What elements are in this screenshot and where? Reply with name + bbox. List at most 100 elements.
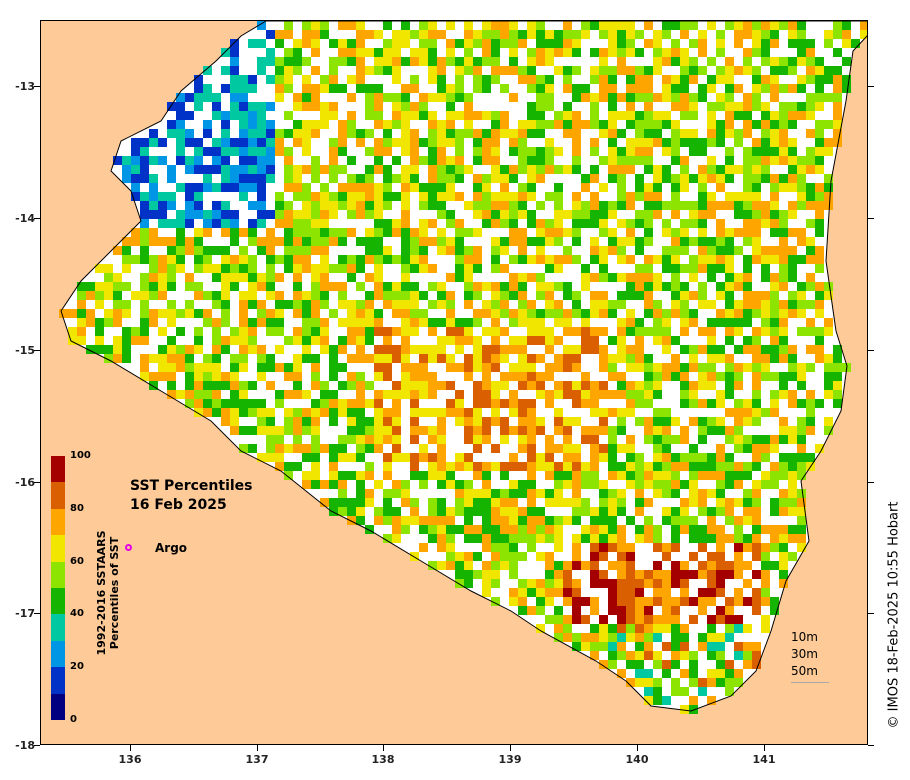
- sst-pixel: [383, 174, 392, 183]
- sst-pixel: [518, 597, 527, 606]
- sst-pixel: [356, 516, 365, 525]
- sst-pixel: [626, 201, 635, 210]
- sst-pixel: [464, 228, 473, 237]
- sst-pixel: [311, 21, 320, 30]
- sst-pixel: [698, 372, 707, 381]
- sst-pixel: [221, 264, 230, 273]
- sst-pixel: [491, 165, 500, 174]
- sst-pixel: [770, 228, 779, 237]
- sst-pixel: [644, 579, 653, 588]
- sst-pixel: [761, 174, 770, 183]
- sst-pixel: [473, 264, 482, 273]
- sst-pixel: [518, 336, 527, 345]
- sst-pixel: [446, 399, 455, 408]
- sst-pixel: [563, 309, 572, 318]
- sst-pixel: [356, 435, 365, 444]
- sst-pixel: [689, 534, 698, 543]
- sst-pixel: [779, 264, 788, 273]
- sst-pixel: [536, 597, 545, 606]
- sst-pixel: [284, 363, 293, 372]
- sst-pixel: [761, 156, 770, 165]
- sst-pixel: [230, 372, 239, 381]
- sst-pixel: [545, 597, 554, 606]
- sst-pixel: [743, 597, 752, 606]
- sst-pixel: [779, 300, 788, 309]
- axis-tick: [868, 86, 874, 87]
- sst-pixel: [698, 201, 707, 210]
- sst-pixel: [311, 66, 320, 75]
- sst-pixel: [437, 192, 446, 201]
- sst-pixel: [779, 246, 788, 255]
- sst-pixel: [788, 507, 797, 516]
- sst-pixel: [590, 543, 599, 552]
- sst-pixel: [401, 174, 410, 183]
- sst-pixel: [824, 291, 833, 300]
- sst-pixel: [464, 417, 473, 426]
- sst-pixel: [203, 264, 212, 273]
- sst-pixel: [590, 237, 599, 246]
- sst-pixel: [347, 399, 356, 408]
- sst-pixel: [752, 363, 761, 372]
- sst-pixel: [599, 183, 608, 192]
- sst-pixel: [662, 615, 671, 624]
- sst-pixel: [167, 246, 176, 255]
- sst-pixel: [824, 282, 833, 291]
- sst-pixel: [671, 201, 680, 210]
- sst-pixel: [761, 273, 770, 282]
- sst-pixel: [752, 651, 761, 660]
- sst-pixel: [563, 426, 572, 435]
- sst-pixel: [797, 399, 806, 408]
- sst-pixel: [347, 174, 356, 183]
- sst-pixel: [365, 462, 374, 471]
- sst-pixel: [662, 336, 671, 345]
- sst-pixel: [419, 246, 428, 255]
- sst-pixel: [248, 237, 257, 246]
- sst-pixel: [707, 399, 716, 408]
- sst-pixel: [203, 129, 212, 138]
- sst-pixel: [176, 264, 185, 273]
- sst-pixel: [374, 273, 383, 282]
- sst-pixel: [194, 147, 203, 156]
- sst-pixel: [257, 318, 266, 327]
- sst-pixel: [410, 291, 419, 300]
- sst-pixel: [797, 372, 806, 381]
- sst-pixel: [455, 219, 464, 228]
- sst-pixel: [662, 282, 671, 291]
- sst-pixel: [626, 408, 635, 417]
- sst-pixel: [419, 381, 428, 390]
- sst-pixel: [536, 21, 545, 30]
- sst-pixel: [770, 435, 779, 444]
- sst-pixel: [698, 246, 707, 255]
- sst-pixel: [563, 498, 572, 507]
- sst-pixel: [644, 165, 653, 174]
- sst-pixel: [752, 246, 761, 255]
- sst-pixel: [572, 39, 581, 48]
- sst-pixel: [392, 309, 401, 318]
- sst-pixel: [347, 408, 356, 417]
- sst-pixel: [392, 417, 401, 426]
- sst-pixel: [563, 30, 572, 39]
- sst-pixel: [329, 462, 338, 471]
- sst-pixel: [491, 138, 500, 147]
- sst-pixel: [752, 327, 761, 336]
- sst-pixel: [824, 39, 833, 48]
- sst-pixel: [824, 426, 833, 435]
- sst-pixel: [608, 660, 617, 669]
- sst-pixel: [761, 471, 770, 480]
- sst-pixel: [158, 309, 167, 318]
- sst-pixel: [653, 633, 662, 642]
- sst-pixel: [626, 516, 635, 525]
- sst-pixel: [653, 615, 662, 624]
- sst-pixel: [689, 66, 698, 75]
- sst-pixel: [707, 633, 716, 642]
- sst-pixel: [734, 345, 743, 354]
- sst-pixel: [356, 48, 365, 57]
- sst-pixel: [302, 39, 311, 48]
- sst-pixel: [212, 363, 221, 372]
- sst-pixel: [617, 48, 626, 57]
- sst-pixel: [743, 417, 752, 426]
- sst-pixel: [518, 156, 527, 165]
- sst-pixel: [644, 372, 653, 381]
- sst-pixel: [437, 228, 446, 237]
- sst-pixel: [248, 39, 257, 48]
